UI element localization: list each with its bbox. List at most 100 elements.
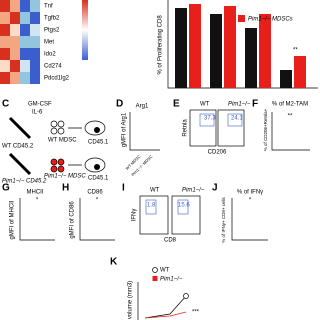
heatmap bbox=[0, 0, 40, 84]
group: WT bbox=[200, 102, 210, 108]
cells bbox=[50, 120, 65, 173]
group: WT bbox=[150, 188, 160, 194]
significance: ** bbox=[293, 48, 298, 54]
gate bbox=[145, 199, 157, 215]
bar bbox=[245, 28, 257, 88]
x-label: CD8 bbox=[164, 238, 177, 244]
bar bbox=[175, 8, 187, 88]
bar bbox=[189, 4, 201, 88]
heat-cell bbox=[20, 48, 30, 60]
panel-label: F bbox=[252, 99, 258, 110]
gene: Ptgs2 bbox=[44, 28, 60, 34]
gene: Met bbox=[44, 40, 54, 46]
gene-labels: Tnf Tgfb2 Ptgs2 Met Ido2 Cd274 Pdcd1lg2 bbox=[44, 4, 70, 82]
cells-label: Pim1−/− MDSC bbox=[44, 174, 86, 180]
panel-title: MHCII bbox=[27, 190, 44, 196]
y-label: volume (mm3) bbox=[128, 281, 134, 319]
axis bbox=[231, 198, 268, 241]
heat-cell bbox=[20, 60, 30, 72]
heat-cell bbox=[10, 48, 20, 60]
heat-cell bbox=[20, 72, 30, 84]
significance: * bbox=[249, 198, 252, 204]
y-label: gMFI of Arg1 bbox=[122, 112, 128, 147]
y-label: % of CD206+Retnla+ bbox=[263, 108, 268, 151]
heat-cell bbox=[0, 36, 10, 48]
bar bbox=[210, 14, 222, 88]
gate-value: 37.3 bbox=[204, 116, 216, 122]
bar bbox=[259, 14, 271, 88]
gate-value: 24.1 bbox=[231, 116, 243, 122]
panel-title: % of IFNγ bbox=[237, 190, 263, 196]
gene: Ido2 bbox=[44, 52, 56, 58]
y-label: gMFI of CD86 bbox=[70, 201, 76, 239]
axis bbox=[19, 198, 55, 241]
significance: * bbox=[36, 198, 39, 204]
mouse-icon bbox=[84, 120, 106, 136]
panel-title: Arg1 bbox=[136, 104, 149, 110]
significance: *** bbox=[192, 310, 200, 316]
heat-cell bbox=[0, 12, 10, 24]
legend-marker bbox=[152, 276, 158, 281]
heat-cell bbox=[20, 24, 30, 36]
heat-cell bbox=[10, 0, 20, 12]
recipient: CD45.1 bbox=[88, 176, 109, 182]
stimulus: IL-6 bbox=[32, 110, 43, 116]
heat-cell bbox=[10, 36, 20, 48]
y-label: Retnla bbox=[183, 119, 189, 137]
panel-label: D bbox=[116, 99, 123, 110]
flow-plot bbox=[171, 195, 201, 235]
panel-title: CD86 bbox=[87, 190, 103, 196]
bars bbox=[175, 4, 306, 88]
y-label: gMFI of MHCII bbox=[10, 200, 16, 239]
group: Pim1−/− bbox=[182, 188, 205, 194]
panel-label: E bbox=[173, 99, 180, 110]
growth-curve bbox=[144, 311, 187, 319]
heat-cell bbox=[20, 36, 30, 48]
gene: Tgfb2 bbox=[44, 16, 60, 22]
panel-label: K bbox=[110, 257, 118, 268]
growth-curve bbox=[144, 295, 187, 319]
heat-cell bbox=[0, 48, 10, 60]
axis bbox=[79, 198, 115, 241]
group: Pim1−/− bbox=[228, 102, 251, 108]
mouse-icon bbox=[84, 157, 106, 173]
gate-value: 1.8 bbox=[147, 203, 156, 209]
heat-cell bbox=[10, 12, 20, 24]
bar bbox=[224, 6, 236, 88]
color-bar bbox=[82, 0, 88, 60]
heat-cell bbox=[30, 12, 40, 24]
panel-title: % of M2-TAM bbox=[272, 102, 308, 108]
recipient: CD45.1 bbox=[88, 140, 109, 146]
heat-cell bbox=[10, 24, 20, 36]
legend-label: Pim1−/− MDSCs bbox=[248, 17, 293, 23]
flow-plot bbox=[189, 109, 217, 147]
panel-label: J bbox=[212, 183, 218, 194]
point bbox=[183, 293, 189, 299]
gene: Pdcd1lg2 bbox=[44, 76, 70, 82]
y-label: IFNγ bbox=[132, 209, 138, 222]
gate bbox=[227, 113, 243, 127]
heat-cell bbox=[20, 12, 30, 24]
gate-value: 15.6 bbox=[178, 203, 190, 209]
heat-cell bbox=[30, 24, 40, 36]
bar bbox=[280, 70, 292, 88]
heat-cell bbox=[10, 72, 20, 84]
panel-label: I bbox=[122, 183, 125, 194]
bone-icon bbox=[8, 116, 32, 140]
bone-icon bbox=[8, 152, 32, 176]
gate bbox=[177, 199, 189, 215]
tumor bbox=[94, 164, 100, 170]
legend-label: WT bbox=[160, 268, 170, 274]
heat-cell bbox=[0, 24, 10, 36]
flow-plot bbox=[139, 195, 169, 235]
heat-cell bbox=[0, 0, 10, 12]
flow-plot bbox=[217, 109, 245, 147]
arrow bbox=[68, 127, 82, 166]
legend-label: Pim1−/− bbox=[160, 277, 183, 283]
heat-cell bbox=[30, 72, 40, 84]
heat-cell bbox=[0, 60, 10, 72]
cells-label: WT MDSC bbox=[48, 138, 77, 144]
legend-swatch bbox=[238, 15, 245, 22]
panel-label: H bbox=[62, 183, 69, 194]
